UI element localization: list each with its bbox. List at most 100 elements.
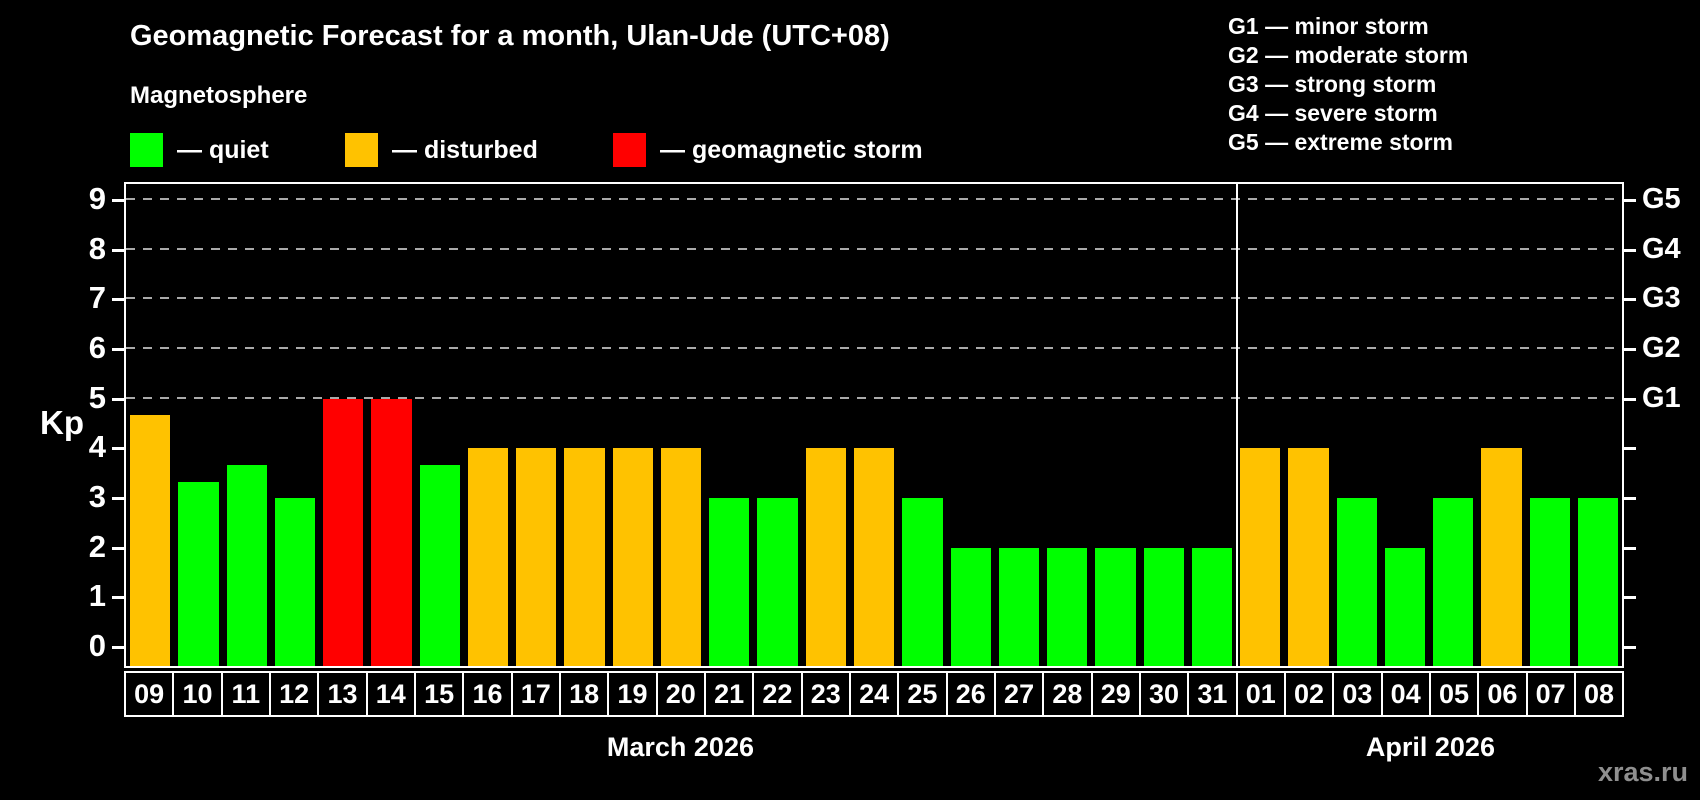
- bar-slot-04: [1381, 184, 1429, 666]
- y-tick-label-7: 7: [88, 280, 106, 316]
- right-tick-1: [1624, 596, 1636, 600]
- bar-slot-26: [947, 184, 995, 666]
- g-level-label-g4: G4: [1642, 232, 1681, 265]
- x-label-13: 13: [317, 671, 368, 717]
- bar-slot-30: [1140, 184, 1188, 666]
- gridline-kp9: [126, 197, 1622, 200]
- g-legend-line-g5: G5 — extreme storm: [1228, 129, 1453, 155]
- y-tick-label-2: 2: [88, 528, 106, 564]
- y-tick-label-9: 9: [88, 180, 106, 216]
- bar-slot-08: [1574, 184, 1622, 666]
- x-label-20: 20: [655, 671, 706, 717]
- gridline-kp8: [126, 247, 1622, 250]
- bar-slot-20: [657, 184, 705, 666]
- x-label-10: 10: [172, 671, 223, 717]
- x-label-02: 02: [1283, 671, 1335, 717]
- y-tick-label-1: 1: [88, 578, 106, 614]
- right-tick-7: [1624, 298, 1636, 302]
- kp-bar-06: [1481, 448, 1522, 666]
- kp-bar-16: [467, 448, 509, 666]
- left-tick-2: [112, 546, 124, 550]
- bar-slot-10: [174, 184, 222, 666]
- bar-slot-29: [1091, 184, 1139, 666]
- x-label-31: 31: [1187, 671, 1238, 717]
- kp-bar-13: [323, 398, 364, 666]
- storm-scale-legend: G1 — minor storm G2 — moderate storm G3 …: [1228, 12, 1468, 157]
- kp-bar-11: [226, 464, 267, 666]
- x-label-14: 14: [365, 671, 416, 717]
- left-tick-5: [112, 397, 124, 401]
- x-label-06: 06: [1477, 671, 1528, 717]
- right-tick-4: [1624, 447, 1636, 451]
- legend-label-disturbed: — disturbed: [392, 135, 538, 164]
- y-tick-label-3: 3: [88, 479, 106, 514]
- bar-slot-13: [319, 184, 367, 666]
- y-axis-title: Kp: [40, 404, 84, 441]
- x-label-24: 24: [848, 671, 900, 717]
- kp-bar-30: [1143, 547, 1184, 666]
- kp-bar-01: [1240, 448, 1281, 666]
- x-label-08: 08: [1573, 671, 1625, 717]
- page-title: Geomagnetic Forecast for a month, Ulan-U…: [130, 20, 890, 52]
- bar-slot-31: [1188, 184, 1236, 666]
- right-tick-2: [1624, 546, 1636, 550]
- bar-slot-05: [1429, 184, 1477, 666]
- g-legend-line-g3: G3 — strong storm: [1228, 71, 1437, 97]
- bar-slot-16: [464, 184, 512, 666]
- right-tick-6: [1624, 347, 1636, 351]
- y-tick-label-8: 8: [88, 230, 106, 266]
- legend-item-disturbed: — disturbed: [345, 132, 538, 168]
- kp-bar-26: [950, 547, 991, 666]
- bar-slot-14: [367, 184, 415, 666]
- x-label-09: 09: [124, 671, 175, 717]
- g-level-label-g2: G2: [1642, 331, 1681, 364]
- x-label-11: 11: [220, 671, 271, 717]
- g-legend-line-g2: G2 — moderate storm: [1228, 42, 1469, 68]
- right-tick-0: [1624, 646, 1636, 650]
- kp-bar-08: [1577, 498, 1619, 666]
- bar-slot-23: [802, 184, 850, 666]
- bar-slot-25: [898, 184, 946, 666]
- x-label-12: 12: [268, 671, 320, 717]
- x-label-04: 04: [1380, 671, 1431, 717]
- kp-bar-22: [757, 498, 798, 666]
- y-tick-label-5: 5: [88, 379, 106, 415]
- kp-bar-12: [274, 498, 316, 666]
- x-label-30: 30: [1138, 671, 1190, 717]
- y-tick-label-6: 6: [88, 329, 106, 365]
- kp-bar-15: [419, 464, 460, 666]
- left-tick-3: [112, 497, 124, 500]
- bar-series: [126, 184, 1622, 666]
- watermark: xras.ru: [1597, 757, 1688, 787]
- x-label-23: 23: [800, 671, 851, 717]
- bar-slot-17: [512, 184, 560, 666]
- x-label-28: 28: [1042, 671, 1093, 717]
- x-axis-labels: 09 10 11 12 13 14 15 16 17 18 19 20 21 22 23 24 25 26 27 28…: [124, 671, 1625, 717]
- bar-slot-03: [1333, 184, 1381, 666]
- bar-slot-06: [1477, 184, 1525, 666]
- left-tick-4: [112, 447, 124, 451]
- plot-area: [124, 182, 1624, 668]
- month-separator-line: [1235, 184, 1238, 666]
- x-label-19: 19: [607, 671, 658, 717]
- x-label-29: 29: [1090, 671, 1141, 717]
- g-legend-line-g1: G1 — minor storm: [1228, 13, 1429, 39]
- storm-color-swatch: [613, 133, 646, 167]
- x-label-17: 17: [510, 671, 561, 717]
- g-legend-line-g4: G4 — severe storm: [1228, 100, 1438, 126]
- kp-bar-28: [1047, 547, 1088, 666]
- bar-slot-01: [1236, 184, 1284, 666]
- bar-slot-02: [1284, 184, 1332, 666]
- kp-bar-09: [130, 415, 171, 666]
- bar-slot-22: [753, 184, 801, 666]
- x-label-22: 22: [752, 671, 803, 717]
- left-tick-6: [112, 347, 124, 351]
- x-label-01: 01: [1235, 671, 1286, 717]
- kp-bar-27: [998, 547, 1040, 666]
- bar-slot-12: [271, 184, 319, 666]
- kp-bar-14: [371, 398, 412, 666]
- y-tick-label-4: 4: [88, 429, 106, 465]
- legend-label-storm: — geomagnetic storm: [660, 135, 923, 164]
- quiet-color-swatch: [130, 133, 163, 167]
